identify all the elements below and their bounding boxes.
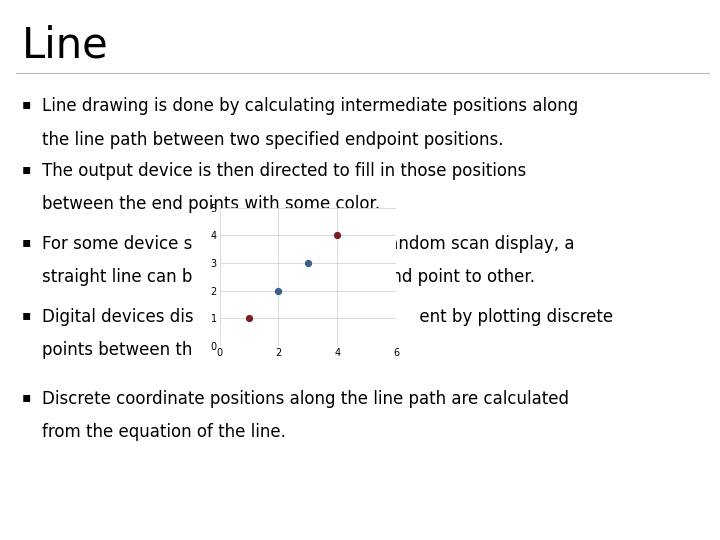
- Text: ▪: ▪: [22, 162, 31, 176]
- Text: points between th: points between th: [42, 341, 192, 359]
- Text: Digital devices dis                                           ent by plotting di: Digital devices dis ent by plotting di: [42, 308, 613, 326]
- Text: The output device is then directed to fill in those positions: The output device is then directed to fi…: [42, 162, 526, 180]
- Text: Line: Line: [22, 24, 108, 66]
- Point: [331, 231, 343, 240]
- Text: 4: 4: [356, 512, 364, 527]
- Point: [273, 286, 284, 295]
- Text: ▪: ▪: [22, 235, 31, 249]
- Text: between the end points with some color.: between the end points with some color.: [42, 195, 380, 213]
- Text: Discrete coordinate positions along the line path are calculated: Discrete coordinate positions along the …: [42, 390, 569, 408]
- Text: ▪: ▪: [22, 97, 31, 111]
- Text: straight line can b                               ne end point to other.: straight line can b ne end point to othe…: [42, 268, 535, 286]
- Text: Darshan Institute of Engineering & Technology: Darshan Institute of Engineering & Techn…: [359, 512, 700, 527]
- Text: the line path between two specified endpoint positions.: the line path between two specified endp…: [42, 131, 503, 149]
- Text: from the equation of the line.: from the equation of the line.: [42, 423, 286, 441]
- Text: ▪: ▪: [22, 390, 31, 404]
- Point: [302, 259, 314, 267]
- Text: ▪: ▪: [22, 308, 31, 322]
- Text: Unit: 2 Graphics Primitives: Unit: 2 Graphics Primitives: [22, 512, 217, 527]
- Text: For some device s                                    random scan display, a: For some device s random scan display, a: [42, 235, 575, 253]
- Text: Line drawing is done by calculating intermediate positions along: Line drawing is done by calculating inte…: [42, 97, 578, 115]
- Point: [243, 314, 255, 322]
